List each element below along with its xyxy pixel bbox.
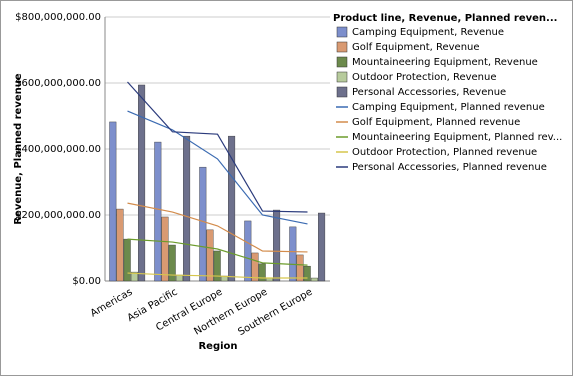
legend-title: Product line, Revenue, Planned reven... (333, 13, 557, 24)
bar (251, 252, 259, 282)
bar (258, 263, 266, 282)
bar (123, 238, 131, 282)
legend-swatch (336, 71, 348, 83)
bar (109, 121, 117, 282)
bar (183, 135, 191, 282)
line (127, 272, 308, 279)
legend-swatch (336, 26, 348, 38)
y-tick-label: $600,000,000.00 (15, 78, 101, 89)
bar (318, 212, 326, 282)
bar (130, 271, 138, 282)
bar (175, 274, 183, 282)
y-tick-label: $800,000,000.00 (15, 12, 101, 23)
legend-label: Personal Accessories, Planned revenue (352, 162, 547, 173)
bar (228, 135, 236, 282)
line (127, 238, 308, 266)
bar (289, 226, 297, 282)
bar (116, 208, 124, 282)
legend-label: Mountaineering Equipment, Revenue (352, 57, 538, 68)
y-tick-label: $0.00 (72, 276, 101, 287)
bar (273, 209, 281, 282)
legend-label: Golf Equipment, Revenue (352, 42, 480, 53)
legend-label: Outdoor Protection, Revenue (352, 72, 497, 83)
line (127, 202, 308, 253)
bar (213, 250, 221, 282)
bar (161, 216, 169, 282)
legend-swatch (336, 86, 348, 98)
legend-label: Golf Equipment, Planned revenue (352, 117, 520, 128)
bar (199, 166, 207, 282)
bar (310, 277, 318, 282)
legend-label: Camping Equipment, Planned revenue (352, 102, 545, 113)
legend-swatch (336, 41, 348, 53)
legend-swatch (336, 56, 348, 68)
bar (138, 84, 146, 282)
x-axis-title: Region (198, 341, 237, 352)
y-tick-label: $400,000,000.00 (15, 144, 101, 155)
bar (206, 229, 214, 282)
line (127, 110, 308, 225)
bar (244, 220, 252, 282)
bar (168, 244, 176, 282)
legend-label: Personal Accessories, Revenue (352, 87, 506, 98)
legend-label: Outdoor Protection, Planned revenue (352, 147, 537, 158)
legend-label: Mountaineering Equipment, Planned rev... (352, 132, 562, 143)
bar (303, 265, 311, 282)
bar (296, 254, 304, 282)
y-tick-label: $200,000,000.00 (15, 210, 101, 221)
bar (154, 141, 162, 282)
line (127, 81, 308, 213)
y-axis-title: Revenue, Planned revenue (13, 73, 24, 225)
legend-label: Camping Equipment, Revenue (352, 27, 504, 38)
